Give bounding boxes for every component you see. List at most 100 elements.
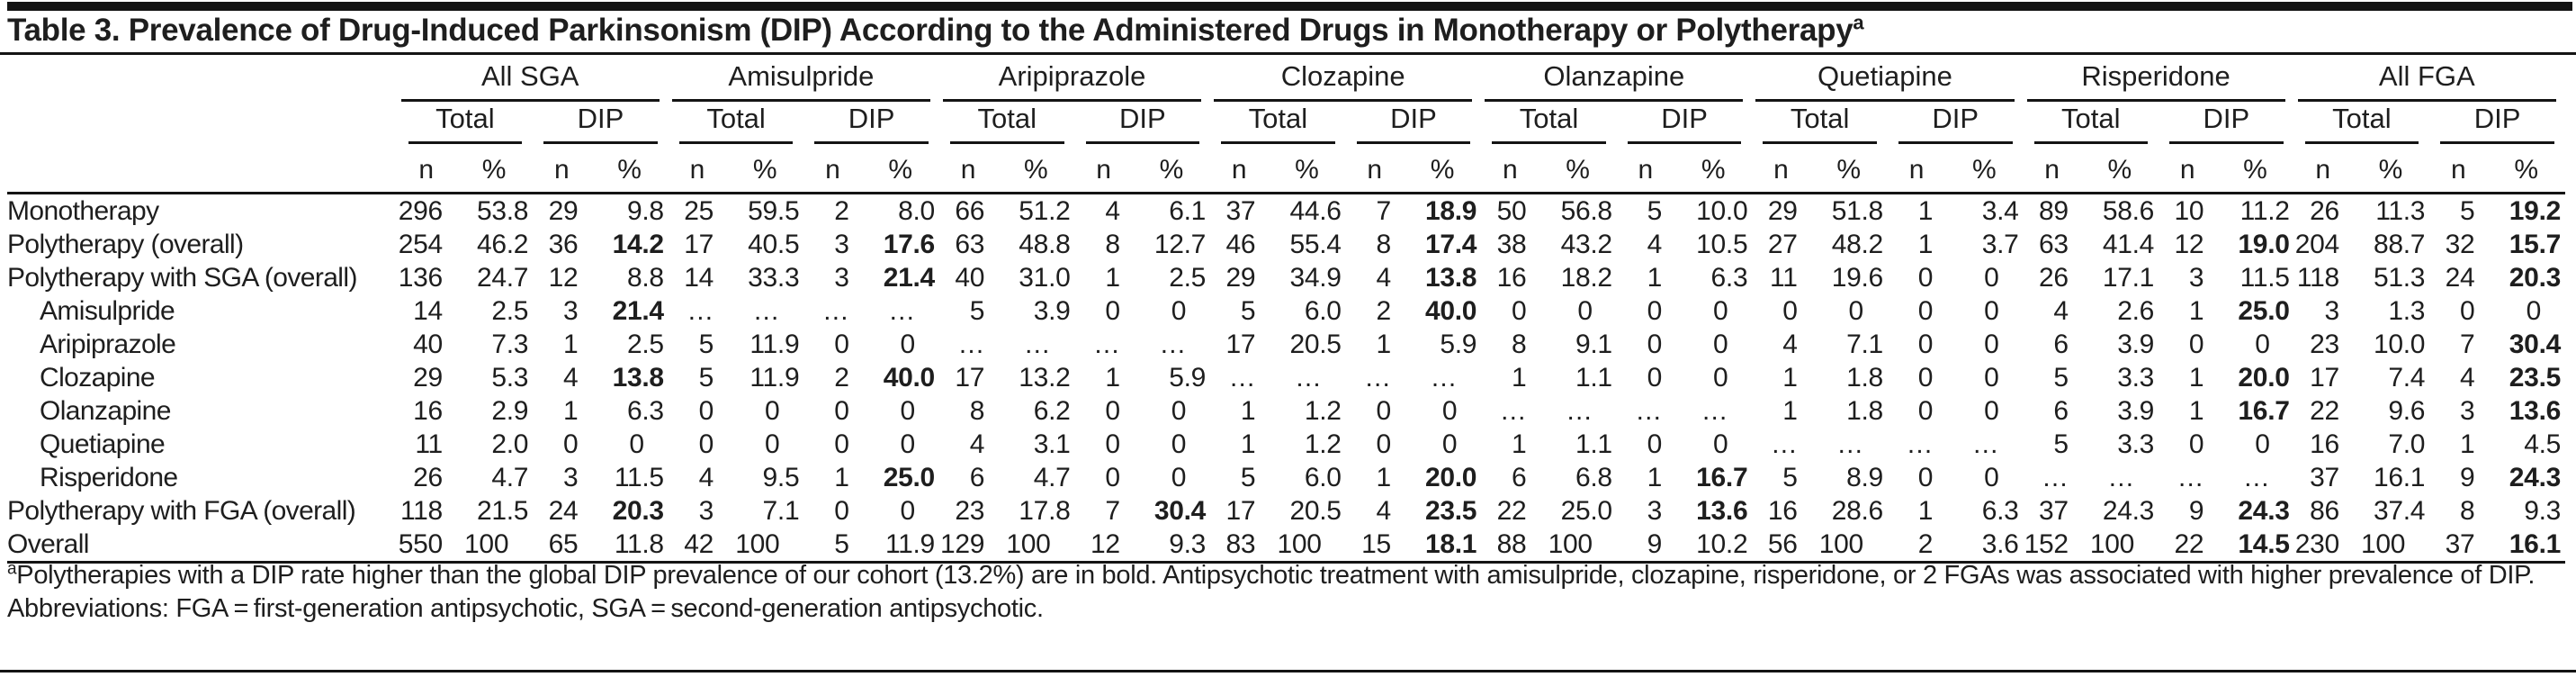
table-cell: 6.2 bbox=[1033, 396, 1071, 426]
table-cell: 2 bbox=[834, 196, 849, 226]
table-cell: 1 bbox=[563, 329, 579, 359]
table-cell: 20.3 bbox=[2509, 263, 2562, 293]
measure-header: % bbox=[1674, 144, 1753, 194]
table-cell: 4 bbox=[1376, 263, 1391, 293]
table-cell: 14 bbox=[413, 296, 443, 326]
table-cell: 0 bbox=[900, 396, 916, 426]
table-cell: 0 bbox=[698, 396, 714, 426]
table-cell: 2.5 bbox=[1169, 263, 1207, 293]
table-cell: 10 bbox=[2174, 196, 2204, 226]
table-cell: … bbox=[752, 296, 780, 326]
table-cell: 10.0 bbox=[2373, 329, 2426, 359]
table-cell: 0 bbox=[2255, 429, 2270, 459]
row-label: Polytherapy (overall) bbox=[7, 230, 244, 259]
table-cell: 1 bbox=[2188, 363, 2204, 393]
table-cell: 1.1 bbox=[1575, 429, 1612, 459]
table-cell: … bbox=[1566, 396, 1593, 426]
table-cell: 0 bbox=[1577, 296, 1593, 326]
table-cell: 0 bbox=[1647, 296, 1663, 326]
table-cell: 21.5 bbox=[477, 496, 529, 526]
table-cell: 0 bbox=[834, 429, 849, 459]
table-cell: 1 bbox=[1647, 463, 1663, 492]
measure-header: % bbox=[1132, 144, 1211, 194]
table-cell: 14.2 bbox=[612, 230, 665, 259]
bottom-rule bbox=[0, 670, 2576, 672]
table-cell: 12 bbox=[548, 263, 579, 293]
table-cell: 17 bbox=[1225, 329, 1256, 359]
table-cell: 0 bbox=[900, 329, 916, 359]
table-cell: 0 bbox=[1712, 296, 1728, 326]
table-title: Table 3. Prevalence of Drug-Induced Park… bbox=[7, 13, 1864, 49]
table-cell: 0 bbox=[1376, 429, 1391, 459]
table-cell: 25 bbox=[684, 196, 714, 226]
table-cell: 0 bbox=[834, 496, 849, 526]
subgroup-header: Total bbox=[1752, 102, 1888, 144]
table-cell: 0 bbox=[764, 429, 780, 459]
table-cell: … bbox=[1701, 396, 1728, 426]
table-cell: 29 bbox=[548, 196, 579, 226]
table-cell: 4.7 bbox=[1033, 463, 1071, 492]
table-cell: 1 bbox=[1512, 363, 1527, 393]
table-cell: 254 bbox=[398, 230, 443, 259]
table-cell: 0 bbox=[2526, 296, 2542, 326]
table-cell: 0 bbox=[2460, 296, 2475, 326]
table-cell: … bbox=[1159, 329, 1187, 359]
table-cell: 2 bbox=[1887, 528, 1946, 564]
footnote-a: aPolytherapies with a DIP rate higher th… bbox=[7, 559, 2560, 591]
table-cell: 0 bbox=[834, 329, 849, 359]
table-cell: 118 bbox=[2296, 263, 2339, 293]
row-label-header bbox=[7, 102, 398, 144]
table-cell: 55.4 bbox=[1289, 230, 1342, 259]
table-cell: 17.4 bbox=[1425, 230, 1477, 259]
table-cell: … bbox=[1023, 329, 1051, 359]
table-cell: 6 bbox=[2053, 329, 2069, 359]
table-cell: 0 bbox=[2255, 329, 2270, 359]
table-cell: 34.9 bbox=[1289, 263, 1342, 293]
table-cell: 65 bbox=[533, 528, 591, 564]
table-cell: 23.5 bbox=[1425, 496, 1477, 526]
table-cell: 37 bbox=[2310, 463, 2339, 492]
table-cell: 7 bbox=[1105, 496, 1120, 526]
table-cell: 100 bbox=[1809, 528, 1888, 564]
table-cell: 25.0 bbox=[1560, 496, 1613, 526]
table-cell: 2.0 bbox=[491, 429, 529, 459]
table-cell: 100 bbox=[454, 528, 534, 564]
table-cell: 0 bbox=[2188, 429, 2204, 459]
table-cell: 204 bbox=[2294, 230, 2339, 259]
table-cell: 41.4 bbox=[2102, 230, 2155, 259]
table-cell: 16.7 bbox=[1696, 463, 1748, 492]
table-cell: 0 bbox=[1984, 363, 1999, 393]
table-cell: 19.6 bbox=[1831, 263, 1884, 293]
table-cell: 6.3 bbox=[1710, 263, 1748, 293]
table-cell: 37 bbox=[2038, 496, 2069, 526]
table-cell: 0 bbox=[1917, 296, 1934, 326]
table-cell: 7.1 bbox=[1846, 329, 1883, 359]
table-cell: 24 bbox=[548, 496, 579, 526]
table-cell: … bbox=[2177, 463, 2204, 492]
table-cell: 29 bbox=[1767, 196, 1798, 226]
table-cell: 152 bbox=[2023, 528, 2081, 564]
table-cell: 1 bbox=[1376, 329, 1391, 359]
table-cell: 13.8 bbox=[612, 363, 665, 393]
table-cell: 100 bbox=[2351, 528, 2430, 564]
table-cell: 11 bbox=[415, 429, 443, 459]
table-cell: 1 bbox=[1782, 396, 1798, 426]
measure-header: % bbox=[997, 144, 1075, 194]
table-cell: 5 bbox=[698, 329, 714, 359]
table-cell: 20.0 bbox=[1425, 463, 1477, 492]
row-label-header bbox=[7, 144, 398, 194]
subgroup-header: Total bbox=[1481, 102, 1617, 144]
table-cell: 10.0 bbox=[1696, 196, 1748, 226]
table-cell: 17.1 bbox=[2102, 263, 2155, 293]
measure-header: % bbox=[1945, 144, 2024, 194]
table-cell: 4 bbox=[1782, 329, 1798, 359]
table-cell: 10.2 bbox=[1674, 528, 1753, 564]
table-cell: 17 bbox=[684, 230, 714, 259]
table-cell: 1 bbox=[1240, 396, 1256, 426]
measure-header: n bbox=[1616, 144, 1674, 194]
measure-header: n bbox=[2023, 144, 2081, 194]
table-cell: 0 bbox=[629, 429, 644, 459]
table-cell: 8.9 bbox=[1846, 463, 1883, 492]
table-cell: … bbox=[1971, 429, 1999, 459]
table-cell: … bbox=[1770, 429, 1798, 459]
